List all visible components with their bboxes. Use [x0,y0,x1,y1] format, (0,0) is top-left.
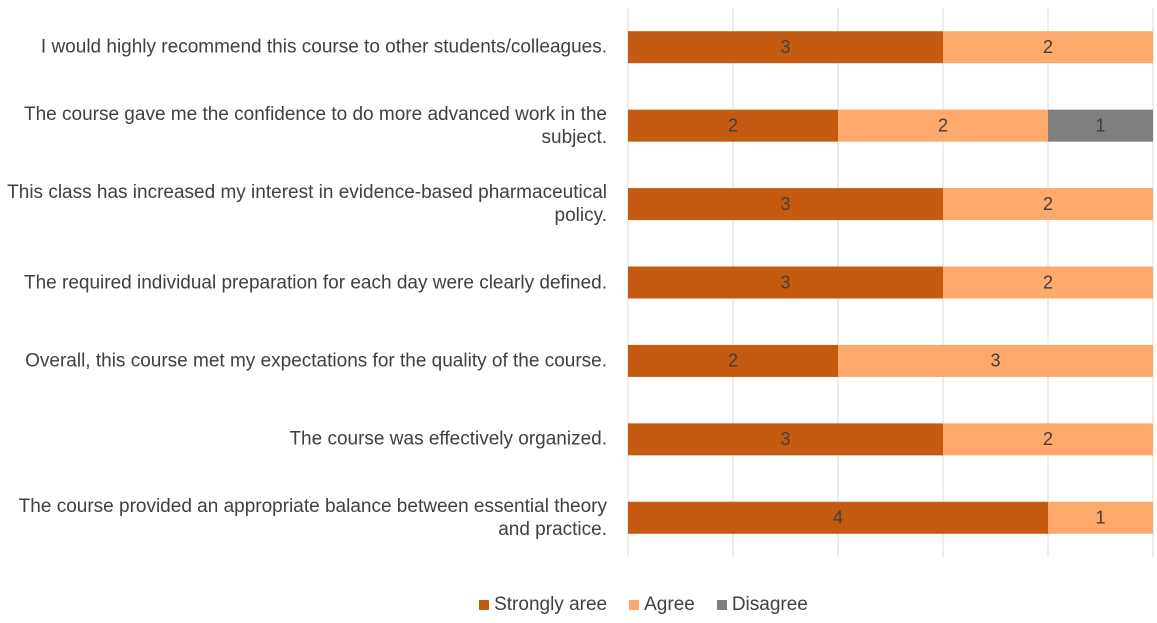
legend-label: Agree [644,594,695,615]
value-label: 4 [833,508,843,528]
legend-label: Disagree [731,594,808,615]
legend-item: Strongly aree [479,594,607,616]
value-label: 2 [1043,272,1053,292]
legend-item: Disagree [716,594,808,616]
value-label: 3 [780,429,790,449]
value-label: 1 [1095,115,1105,135]
bar-segment [628,266,943,299]
legend-item: Agree [629,594,695,616]
bar-segment [943,266,1153,299]
bar-segment [628,423,943,456]
category-label: I would highly recommend this course to … [40,36,607,58]
value-label: 3 [780,194,790,214]
legend: Strongly aree Agree Disagree [0,594,1157,616]
bar-segment [943,31,1153,64]
legend-swatch [479,600,490,610]
bar-segment [1048,109,1153,142]
bar-segment [943,188,1153,221]
value-label: 2 [728,115,738,135]
value-label: 3 [780,272,790,292]
legend-label: Strongly aree [494,594,608,615]
bar-segment [838,109,1048,142]
category-label: The course was effectively organized. [289,428,607,450]
category-label: The course provided an appropriate balan… [18,495,607,540]
value-label: 3 [780,37,790,57]
category-label: Overall, this course met my expectations… [25,350,607,372]
bar-segment [628,501,1048,534]
category-label: The required individual preparation for … [23,272,607,293]
category-label: The course gave me the confidence to do … [23,103,607,148]
value-label: 1 [1095,508,1105,528]
value-label: 2 [1043,37,1053,57]
bar-segment [838,344,1153,377]
value-label: 2 [938,115,948,135]
legend-swatch [716,600,727,610]
legend-swatch [629,600,640,610]
bar-segment [628,188,943,221]
value-label: 2 [1043,194,1053,214]
category-label: This class has increased my interest in … [7,182,607,227]
bar-segment [628,109,838,142]
bar-segment [943,423,1153,456]
bar-segment [628,31,943,64]
bar-segment [1048,501,1153,534]
value-label: 2 [728,351,738,371]
bar-segment [628,344,838,377]
value-label: 3 [990,351,1000,371]
value-label: 2 [1043,429,1053,449]
